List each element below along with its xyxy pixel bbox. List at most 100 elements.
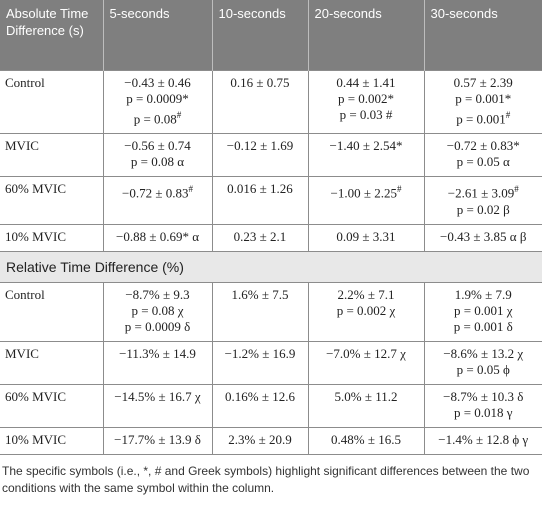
- cell-line: 0.16% ± 12.6: [225, 388, 295, 404]
- cell-line: −0.43 ± 3.85 α β: [440, 228, 527, 244]
- cell-line: −2.61 ± 3.09#: [430, 181, 538, 201]
- data-cell: −0.43 ± 0.46 p = 0.0009* p = 0.08#: [102, 69, 212, 134]
- row-label: Control: [0, 281, 103, 342]
- data-cell: 0.57 ± 2.39 p = 0.001* p = 0.001#: [423, 69, 542, 134]
- data-cell: 0.09 ± 3.31: [307, 223, 424, 252]
- cell-line: 0.16 ± 0.75: [230, 75, 290, 90]
- footnote: The specific symbols (i.e., *, # and Gre…: [2, 463, 530, 495]
- cell-line: 2.3% ± 20.9: [228, 431, 292, 447]
- data-row: 10% MVIC −17.7% ± 13.9 δ 2.3% ± 20.9 0.48% …: [0, 426, 542, 455]
- row-label: Control: [0, 69, 103, 134]
- cell-line: −8.6% ± 13.2 χ: [443, 345, 524, 361]
- cell-line: p = 0.001 δ: [453, 318, 513, 334]
- row-label: MVIC: [0, 340, 103, 385]
- data-cell: −0.72 ± 0.83#: [102, 176, 212, 225]
- data-row: Control −0.43 ± 0.46 p = 0.0009* p = 0.08# 0…: [0, 69, 542, 134]
- data-cell: 0.44 ± 1.41 p = 0.002* p = 0.03 #: [307, 69, 424, 134]
- data-cell: 2.3% ± 20.9: [211, 426, 308, 455]
- row-label: 10% MVIC: [0, 426, 103, 455]
- cell-line: p = 0.02 β: [456, 201, 510, 217]
- cell-line: p = 0.001*: [455, 91, 512, 106]
- cell-line: 2.2% ± 7.1: [337, 286, 395, 302]
- data-cell: 1.6% ± 7.5: [211, 281, 308, 342]
- data-cell: 0.016 ± 1.26: [211, 176, 308, 225]
- section-row: Relative Time Difference (%): [0, 250, 542, 283]
- cell-line: −0.88 ± 0.69* α: [115, 228, 200, 244]
- cell-line: p = 0.002*: [337, 91, 395, 106]
- cell-line: −14.5% ± 16.7 χ: [114, 388, 201, 404]
- data-cell: −0.43 ± 3.85 α β: [423, 223, 542, 252]
- data-cell: 2.2% ± 7.1 p = 0.002 χ: [307, 281, 424, 342]
- cell-line: 0.23 ± 2.1: [233, 228, 287, 244]
- cell-line: p = 0.08#: [109, 107, 207, 127]
- data-row: MVIC −0.56 ± 0.74 p = 0.08 α −0.12 ± 1.69 −1…: [0, 133, 542, 177]
- data-cell: 0.16 ± 0.75: [211, 69, 308, 134]
- data-cell: −1.4% ± 12.8 ϕ γ: [423, 426, 542, 455]
- cell-line: −7.0% ± 12.7 χ: [326, 345, 406, 361]
- data-cell: −1.40 ± 2.54*: [307, 133, 424, 177]
- cell-superscript: #: [176, 110, 182, 120]
- data-cell: 0.48% ± 16.5: [307, 426, 424, 455]
- cell-line: −11.3% ± 14.9: [119, 345, 196, 361]
- section-title: Relative Time Difference (%): [0, 250, 542, 283]
- cell-line: −0.56 ± 0.74: [124, 138, 191, 154]
- cell-line: −0.12 ± 1.69: [226, 138, 294, 154]
- data-cell: −7.0% ± 12.7 χ: [307, 340, 424, 385]
- data-cell: −14.5% ± 16.7 χ: [102, 383, 212, 428]
- cell-line: 1.9% ± 7.9: [454, 286, 512, 302]
- cell-line: −1.40 ± 2.54*: [329, 138, 403, 154]
- data-cell: −1.2% ± 16.9: [211, 340, 308, 385]
- cell-line: −0.72 ± 0.83*: [446, 138, 520, 154]
- row-label: MVIC: [0, 133, 103, 177]
- data-row: 10% MVIC −0.88 ± 0.69* α 0.23 ± 2.1 0.09 ± …: [0, 223, 542, 252]
- data-row: 60% MVIC −0.72 ± 0.83# 0.016 ± 1.26 −1.00 ±…: [0, 176, 542, 225]
- cell-line: −1.2% ± 16.9: [224, 345, 296, 361]
- cell-line: p = 0.001 χ: [453, 302, 513, 318]
- cell-line: p = 0.05 ϕ: [456, 361, 510, 377]
- cell-line: p = 0.0009*: [126, 91, 189, 106]
- cell-line: 0.016 ± 1.26: [227, 181, 293, 197]
- cell-line: p = 0.05 α: [456, 154, 510, 170]
- cell-line: −1.4% ± 12.8 ϕ γ: [438, 431, 529, 447]
- cell-line: p = 0.03 #: [339, 107, 393, 122]
- cell-line: −8.7% ± 10.3 δ: [443, 388, 524, 404]
- data-cell: −0.12 ± 1.69: [211, 133, 308, 177]
- header-cell: 30-seconds: [423, 0, 542, 71]
- cell-line: p = 0.001#: [430, 107, 538, 127]
- cell-superscript: #: [188, 184, 193, 195]
- cell-line: 1.6% ± 7.5: [231, 286, 289, 302]
- cell-line: p = 0.018 γ: [453, 404, 513, 420]
- cell-text: −2.61 ± 3.09: [447, 185, 515, 201]
- cell-line: 0.09 ± 3.31: [336, 228, 396, 244]
- data-row: MVIC −11.3% ± 14.9 −1.2% ± 16.9 −7.0% ± 12.…: [0, 340, 542, 385]
- cell-line: −0.72 ± 0.83#: [109, 181, 207, 201]
- data-cell: −2.61 ± 3.09# p = 0.02 β: [423, 176, 542, 225]
- data-cell: −17.7% ± 13.9 δ: [102, 426, 212, 455]
- row-label: 10% MVIC: [0, 223, 103, 252]
- cell-line: 5.0% ± 11.2: [334, 388, 398, 404]
- row-label: 60% MVIC: [0, 176, 103, 225]
- cell-superscript: #: [396, 184, 402, 195]
- header-cell: 10-seconds: [211, 0, 308, 71]
- cell-line: −0.43 ± 0.46: [124, 75, 191, 90]
- data-row: 60% MVIC −14.5% ± 16.7 χ 0.16% ± 12.6 5.0% …: [0, 383, 542, 428]
- results-table: Absolute Time Difference (s) 5-seconds 10-…: [0, 0, 542, 455]
- cell-line: 0.48% ± 16.5: [331, 431, 401, 447]
- data-cell: 0.16% ± 12.6: [211, 383, 308, 428]
- cell-line: −17.7% ± 13.9 δ: [114, 431, 201, 447]
- cell-line: −8.7% ± 9.3: [125, 286, 190, 302]
- data-cell: −1.00 ± 2.25#: [307, 176, 424, 225]
- data-cell: −0.88 ± 0.69* α: [102, 223, 212, 252]
- header-row: Absolute Time Difference (s) 5-seconds 10-…: [0, 0, 542, 71]
- data-cell: 0.23 ± 2.1: [211, 223, 308, 252]
- cell-line: 0.57 ± 2.39: [453, 75, 513, 90]
- cell-text: p = 0.08: [133, 111, 177, 127]
- cell-text: p = 0.001: [456, 111, 506, 127]
- data-cell: −0.72 ± 0.83* p = 0.05 α: [423, 133, 542, 177]
